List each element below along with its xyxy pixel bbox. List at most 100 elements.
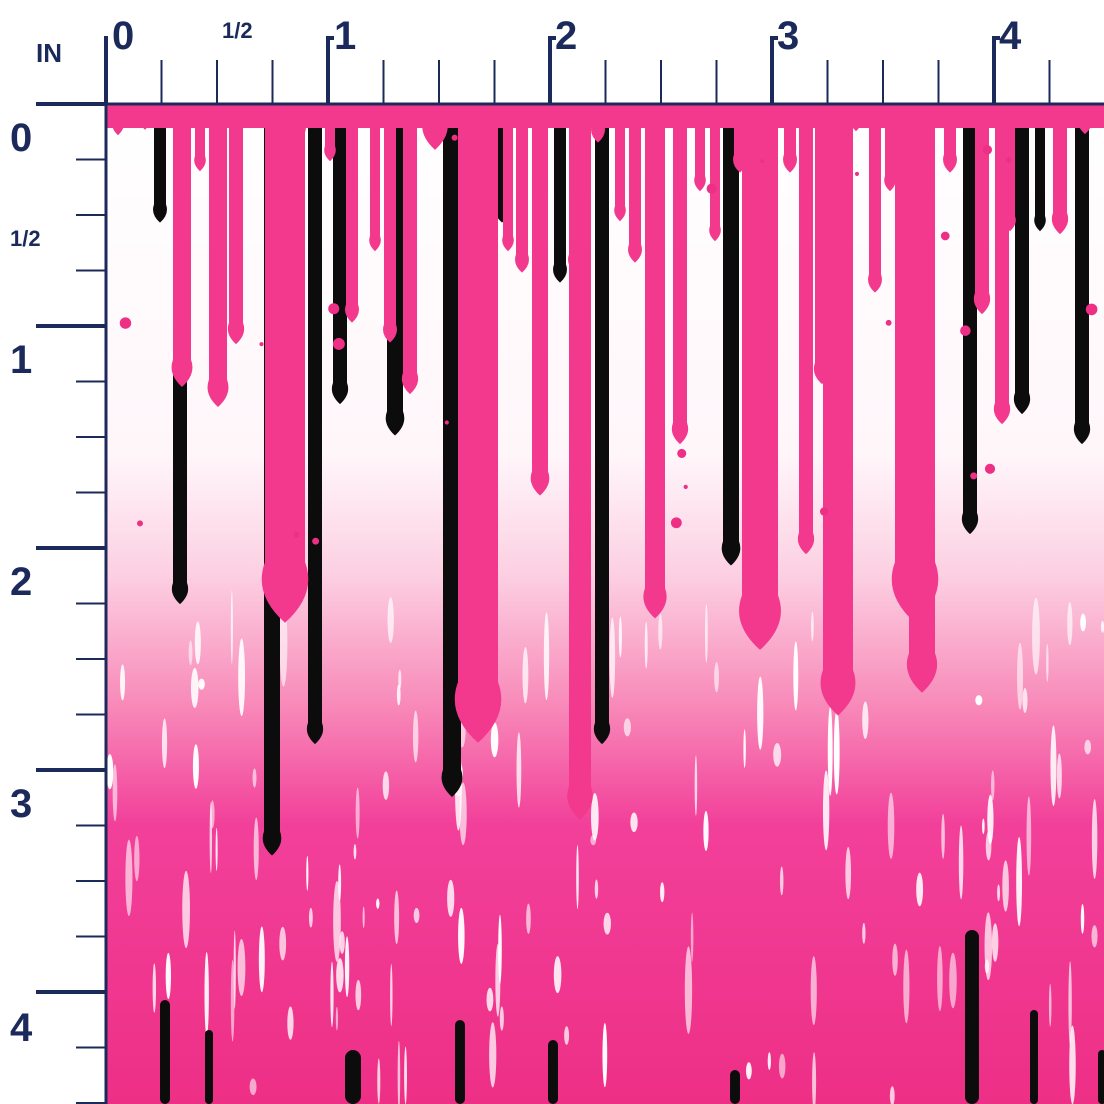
white-drop — [396, 684, 401, 706]
left-label-4: 4 — [10, 1006, 33, 1050]
pink-splatter-dot — [1085, 303, 1098, 316]
pink-drip — [973, 104, 991, 315]
white-drop — [1032, 597, 1040, 675]
black-drip — [441, 104, 463, 797]
lower-streaks-layer — [106, 590, 1104, 1104]
white-drop — [353, 844, 357, 860]
white-drop — [778, 1053, 786, 1079]
white-drop — [937, 946, 943, 1012]
white-drop — [215, 827, 218, 872]
top-label-1: 1 — [334, 14, 357, 58]
black-drip — [1034, 104, 1046, 232]
left-ruler-ticks — [36, 102, 106, 1104]
pink-drip — [261, 104, 309, 623]
white-drop — [233, 930, 236, 1009]
pink-splatter-dot — [940, 231, 950, 241]
white-drop — [984, 912, 993, 981]
top-pink-band — [106, 104, 1104, 128]
black-streak — [205, 1030, 213, 1104]
black-streak — [548, 1040, 558, 1104]
white-drop — [209, 802, 213, 873]
white-drop — [152, 963, 157, 1013]
white-drop — [398, 669, 402, 690]
pink-splatter-dot — [312, 537, 320, 545]
white-drop — [827, 706, 833, 796]
white-drop — [1046, 643, 1049, 682]
white-drop — [1016, 837, 1023, 927]
white-drop — [811, 611, 814, 642]
white-drop — [249, 1078, 257, 1096]
pink-splatter-dot — [670, 517, 682, 529]
white-drop — [862, 701, 869, 740]
black-drip — [331, 104, 349, 405]
white-drop — [564, 1026, 570, 1045]
white-drop — [694, 755, 698, 816]
unit-label: IN — [36, 38, 62, 68]
black-drip — [1013, 104, 1031, 415]
white-drop — [447, 879, 455, 917]
white-drop — [745, 1062, 752, 1080]
white-drop — [339, 931, 345, 954]
pink-splatter-dot — [683, 484, 688, 489]
pink-splatter-dot — [760, 159, 765, 164]
white-drop — [252, 768, 257, 788]
white-drop — [344, 936, 350, 998]
white-drop — [355, 979, 362, 1011]
white-drop — [194, 621, 201, 665]
black-drip — [153, 104, 167, 223]
pink-drip — [515, 104, 529, 273]
white-drop — [125, 839, 133, 917]
white-drop — [703, 810, 709, 852]
black-drip — [961, 104, 979, 535]
white-drop — [258, 926, 265, 993]
white-drop — [658, 613, 663, 650]
white-drop — [773, 742, 782, 767]
white-drop — [543, 612, 550, 701]
pink-drip — [671, 104, 689, 445]
white-drop — [916, 872, 924, 907]
pink-drip — [628, 104, 642, 263]
white-drop — [495, 944, 501, 1017]
black-streak — [965, 930, 979, 1104]
pink-drip — [401, 104, 419, 395]
white-drop — [609, 617, 616, 698]
top-label-4: 4 — [999, 14, 1022, 58]
white-drop — [982, 818, 985, 835]
white-drop — [1084, 739, 1092, 755]
white-drop — [237, 938, 246, 997]
white-drop — [1026, 796, 1032, 876]
black-streak — [455, 1020, 465, 1104]
black-streak — [345, 1050, 361, 1104]
white-drop — [812, 1052, 817, 1104]
white-drop — [553, 956, 562, 994]
white-drop — [489, 1022, 497, 1088]
pink-drip — [739, 104, 781, 650]
pink-drip — [709, 104, 721, 242]
white-drop — [516, 732, 522, 808]
white-drop — [376, 898, 380, 909]
white-drop — [1022, 688, 1028, 713]
black-streak — [730, 1070, 740, 1104]
pink-drip — [369, 104, 381, 252]
white-drop — [757, 676, 764, 750]
pink-splatter-dot — [444, 420, 449, 425]
white-drop — [279, 601, 288, 687]
black-streak — [160, 1000, 170, 1104]
white-drop — [459, 782, 467, 846]
white-drop — [458, 907, 465, 964]
drips-layer — [106, 104, 1104, 856]
pink-drip — [227, 104, 245, 345]
left-label-1: 1 — [10, 338, 33, 382]
white-drop — [412, 710, 419, 763]
pink-splatter-dot — [136, 520, 143, 527]
white-drop — [330, 961, 334, 1028]
white-drop — [602, 1022, 608, 1088]
white-drop — [253, 817, 259, 881]
white-drop — [594, 879, 599, 899]
pink-splatter-dot — [451, 134, 458, 141]
white-drop — [362, 906, 365, 929]
white-drop — [660, 882, 665, 903]
white-drop — [335, 1006, 339, 1031]
white-drop — [112, 764, 118, 822]
white-drop — [833, 710, 840, 795]
